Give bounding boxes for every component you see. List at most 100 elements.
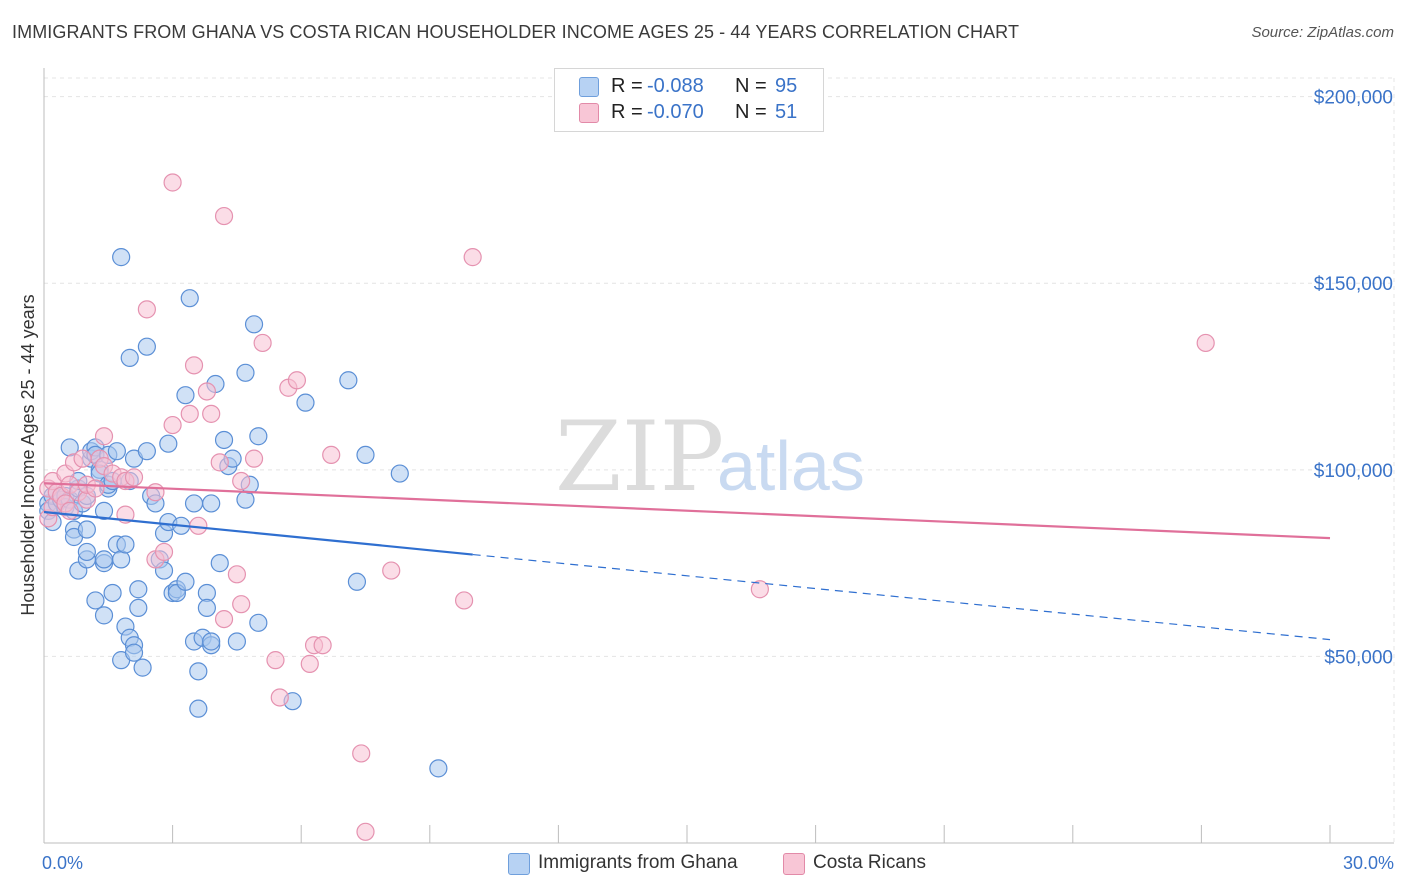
costa-rican-point-37 [214,206,234,226]
legend-n-value: 51 [775,101,798,123]
x-tick-label-max: 30.0% [1343,853,1394,873]
costa-rican-point-41 [244,449,264,468]
costa-rican-point-34 [202,404,221,423]
source-label: Source: ZipAtlas.com [1251,24,1394,41]
ghana-point-68 [176,572,195,591]
ghana-point-43 [116,535,135,554]
costa-rican-point-18 [94,427,114,446]
series-label-costa-rican: Costa Ricans [813,852,926,873]
costa-rican-point-51 [352,744,371,763]
y-tick-label-1: $100,000 [1314,461,1393,482]
costa-rican-point-39 [232,595,251,614]
legend-r-value: -0.070 [647,101,704,123]
ghana-point-94 [339,371,358,390]
ghana-point-90 [249,427,268,446]
costa-rican-point-24 [137,300,156,319]
costa-rican-point-15 [86,479,105,498]
costa-rican-point-47 [300,654,319,673]
axes [43,68,1394,844]
trend-lines [43,482,1331,641]
ghana-point-37 [103,583,122,603]
ghana-point-71 [184,494,204,513]
ghana-point-69 [180,289,199,308]
legend-r-label: R = [611,75,643,97]
ghana-point-45 [120,348,139,367]
ghana-point-91 [249,613,268,632]
ghana-point-97 [390,464,409,483]
costa-rican-point-49 [313,636,332,655]
ghana-point-51 [129,580,148,599]
ghana-point-98 [429,759,448,778]
trend-line-ghana-extrapolated [472,553,1331,641]
trend-line-costa-rican [43,482,1331,540]
legend-n-value: 95 [775,75,798,97]
costa-rican-point-30 [180,404,199,423]
x-tick-label-min: 0.0% [42,853,83,873]
ghana-point-54 [137,337,156,356]
costa-rican-point-53 [382,561,401,580]
ghana-point-81 [210,554,229,573]
ghana-point-77 [202,494,221,513]
y-tick-label-2: $150,000 [1314,274,1393,295]
y-tick-label-0: $50,000 [1324,647,1393,668]
ghana-point-67 [176,386,195,405]
ghana-point-53 [133,658,152,677]
ghana-point-79 [202,632,221,651]
ghana-point-73 [189,662,208,681]
legend-swatch-ghana [579,77,599,97]
ghana-point-52 [129,598,148,618]
costa-rican-point-42 [253,333,272,353]
costa-rican-point-35 [210,453,229,472]
costa-rican-point-23 [124,468,144,487]
costa-rican-point-33 [197,382,216,401]
ghana-point-95 [347,572,367,591]
ghana-point-89 [244,315,264,334]
legend-n-label: N = [735,101,767,123]
costa-rican-point-28 [163,415,182,435]
ghana-point-72 [189,699,208,718]
ghana-point-39 [107,442,126,461]
legend-r-label: R = [611,101,643,123]
costa-rican-point-12 [73,449,92,468]
ghana-point-62 [159,434,178,453]
ghana-point-40 [112,248,131,267]
trend-line-ghana [43,510,473,556]
costa-rican-point-40 [232,471,251,491]
series-swatch-costa-rican [783,853,805,875]
costa-rican-point-29 [163,173,182,192]
ghana-point-82 [214,430,234,450]
watermark-atlas: atlas [717,427,865,505]
costa-rican-point-50 [322,445,341,465]
ghana-point-21 [77,542,96,562]
ghana-point-29 [94,501,114,520]
costa-rican-point-55 [463,248,482,267]
y-tick-label-3: $200,000 [1314,88,1393,109]
ghana-point-85 [227,632,246,651]
costa-rican-point-43 [266,651,285,670]
ghana-point-96 [356,445,375,465]
costa-rican-point-44 [270,688,289,707]
ghana-point-86 [236,363,255,382]
ghana-point-31 [94,550,114,569]
costa-rican-point-25 [146,483,165,502]
series-costa-rican-points [39,173,1215,841]
costa-rican-point-31 [184,356,204,375]
costa-rican-point-46 [287,371,307,390]
ghana-point-93 [296,393,315,412]
series-ghana-points [39,248,448,778]
series-label-ghana: Immigrants from Ghana [538,852,738,873]
y-tick-labels: $50,000 $100,000 $150,000 $200,000 [1314,88,1393,669]
watermark: ZIP atlas [555,401,865,513]
costa-rican-point-57 [1196,333,1215,353]
legend-n-label: N = [735,75,767,97]
legend-r-value: -0.088 [647,75,704,97]
y-axis-label: Householder Income Ages 25 - 44 years [18,294,38,615]
correlation-legend: R = -0.088 N = 95 R = -0.070 N = 51 [554,68,824,132]
costa-rican-point-36 [214,609,234,629]
ghana-point-41 [112,550,131,569]
ghana-point-32 [94,606,114,625]
legend-swatch-costa-rican [579,103,599,123]
ghana-point-55 [137,442,156,461]
chart-title: IMMIGRANTS FROM GHANA VS COSTA RICAN HOU… [12,22,1020,42]
